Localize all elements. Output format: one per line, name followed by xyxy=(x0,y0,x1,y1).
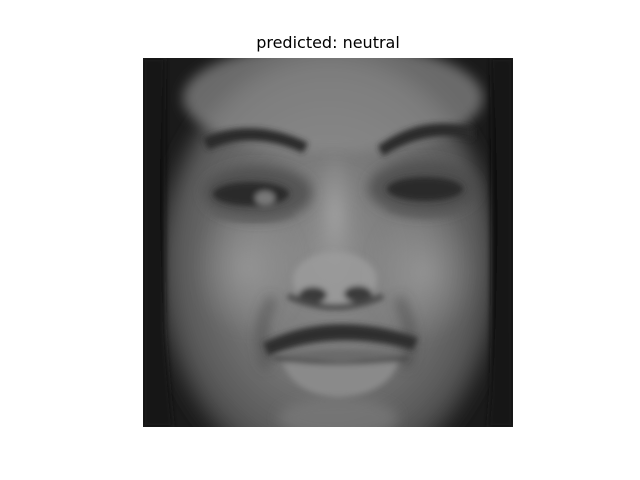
face-image xyxy=(143,58,513,427)
plot-title: predicted: neutral xyxy=(256,33,400,52)
